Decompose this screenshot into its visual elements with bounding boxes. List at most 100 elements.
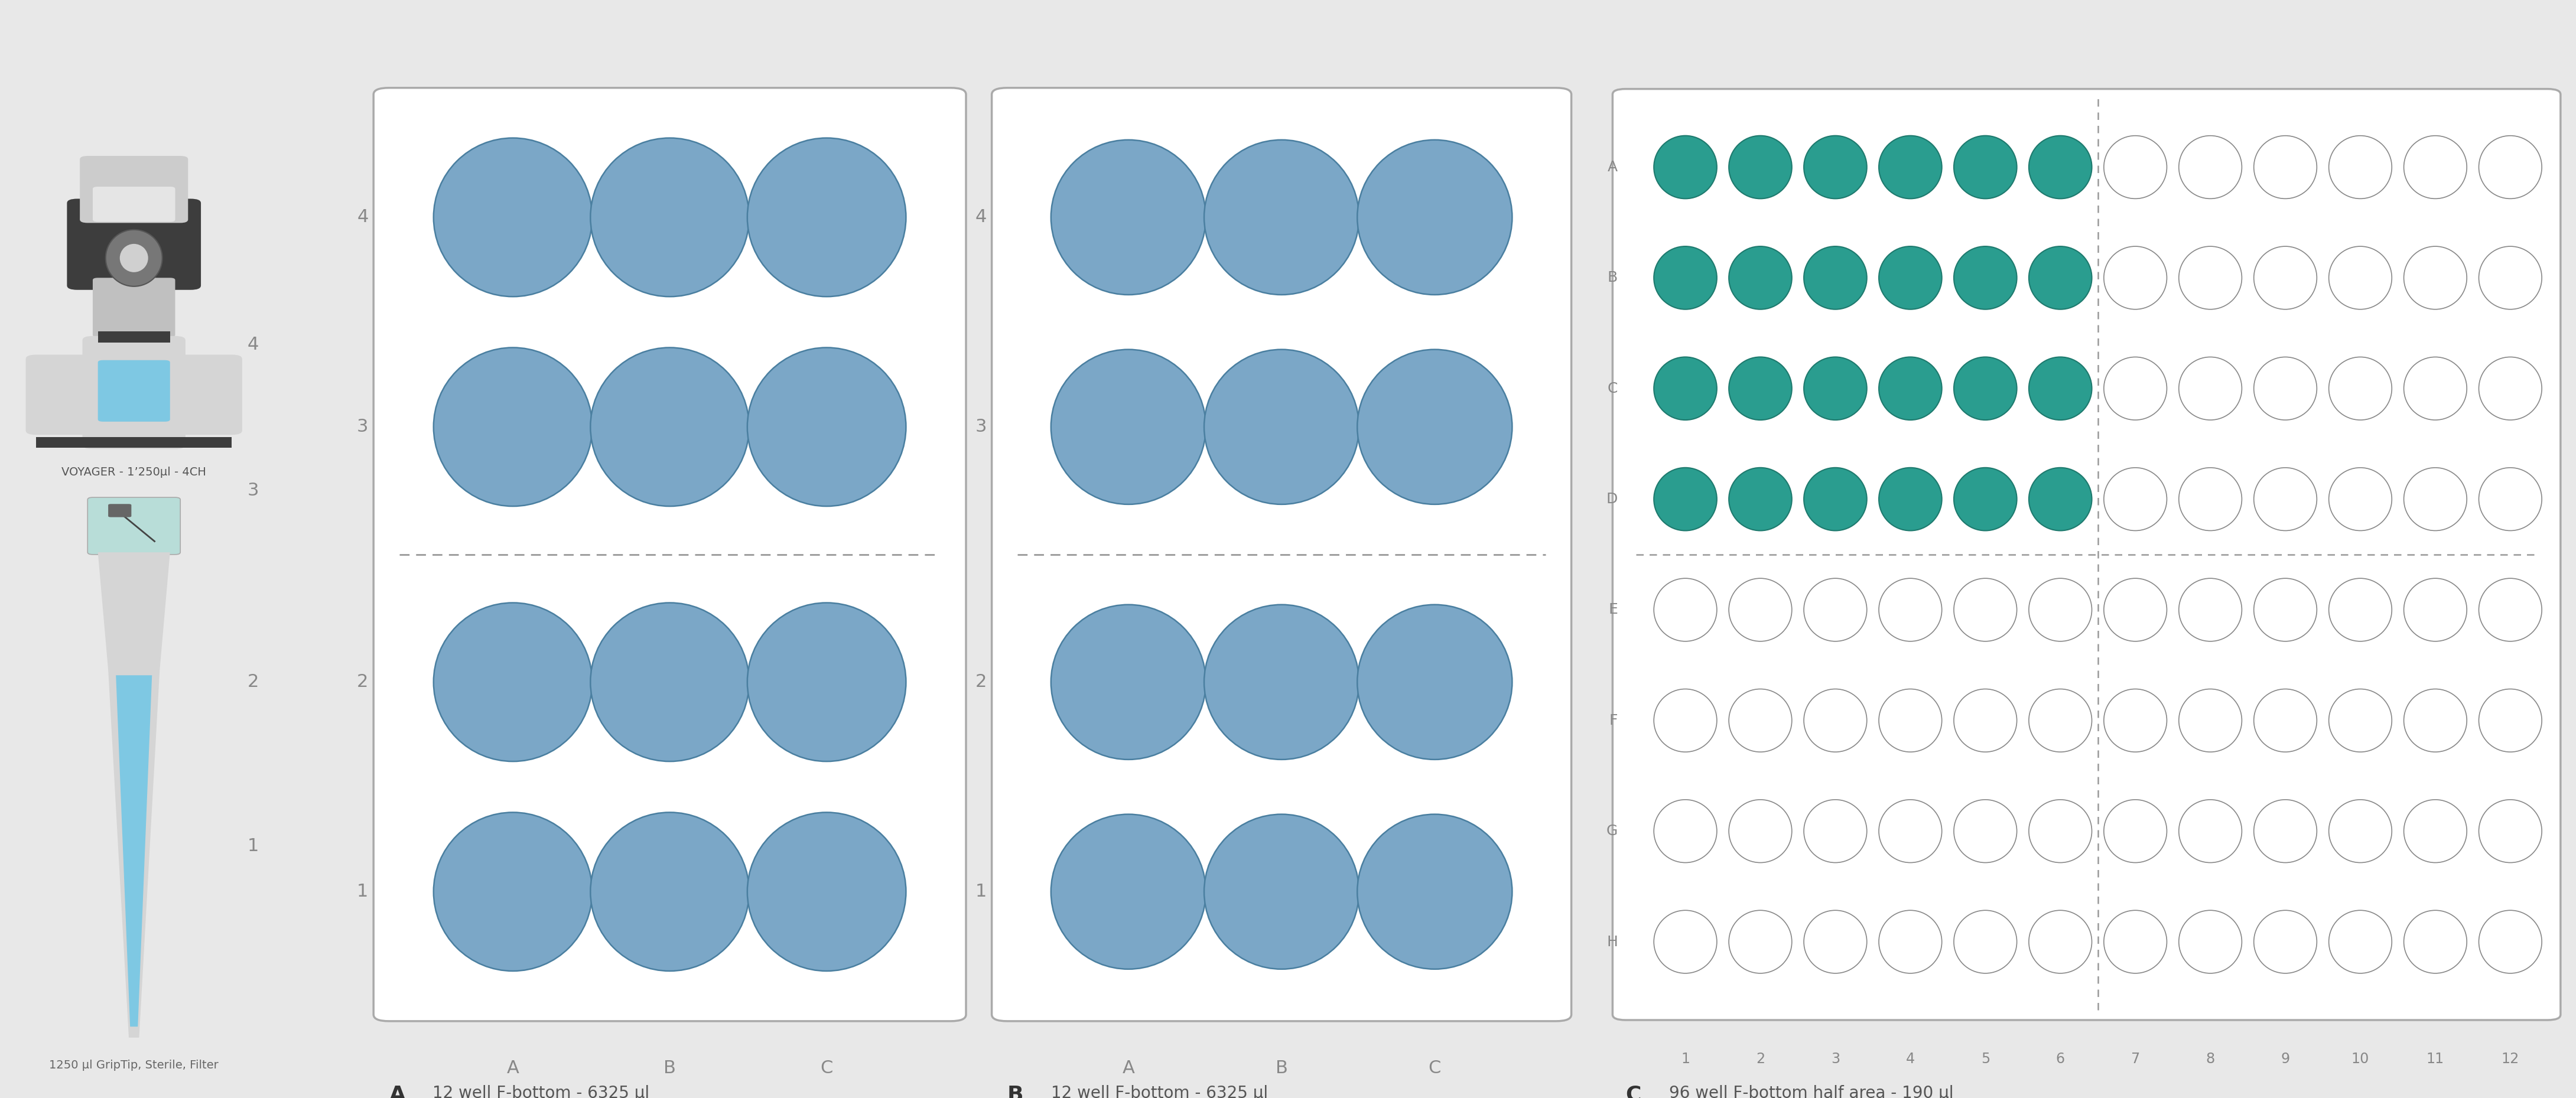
- Text: 12 well F-bottom - 6325 μl: 12 well F-bottom - 6325 μl: [433, 1085, 649, 1098]
- Ellipse shape: [433, 603, 592, 761]
- Text: 4: 4: [358, 209, 368, 226]
- Text: C: C: [1427, 1060, 1440, 1077]
- Text: 2: 2: [976, 673, 987, 691]
- Ellipse shape: [2030, 910, 2092, 973]
- Text: 3: 3: [1832, 1052, 1839, 1066]
- Ellipse shape: [2254, 468, 2316, 530]
- Text: C: C: [1607, 381, 1618, 395]
- Ellipse shape: [590, 138, 750, 296]
- Ellipse shape: [1728, 246, 1793, 310]
- Text: 1: 1: [247, 838, 258, 854]
- Ellipse shape: [2030, 690, 2092, 752]
- Ellipse shape: [121, 244, 149, 272]
- Ellipse shape: [1803, 799, 1868, 863]
- Text: 4: 4: [976, 209, 987, 226]
- Ellipse shape: [2030, 468, 2092, 530]
- Bar: [98, 332, 170, 343]
- Text: E: E: [1607, 603, 1618, 617]
- Ellipse shape: [2403, 136, 2468, 199]
- Text: 2: 2: [358, 673, 368, 691]
- Ellipse shape: [747, 813, 907, 971]
- Text: 3: 3: [976, 418, 987, 436]
- Text: B: B: [1007, 1085, 1023, 1098]
- Ellipse shape: [2478, 799, 2543, 863]
- Ellipse shape: [1803, 357, 1868, 419]
- Text: 6: 6: [2056, 1052, 2066, 1066]
- Ellipse shape: [1728, 357, 1793, 419]
- Ellipse shape: [2403, 799, 2468, 863]
- Ellipse shape: [2105, 579, 2166, 641]
- Ellipse shape: [1803, 690, 1868, 752]
- FancyBboxPatch shape: [67, 199, 201, 290]
- Ellipse shape: [433, 138, 592, 296]
- Ellipse shape: [2030, 579, 2092, 641]
- FancyBboxPatch shape: [108, 504, 131, 517]
- Text: H: H: [1607, 934, 1618, 949]
- Ellipse shape: [1728, 468, 1793, 530]
- Text: VOYAGER - 1’250μl - 4CH: VOYAGER - 1’250μl - 4CH: [62, 467, 206, 478]
- Ellipse shape: [1803, 468, 1868, 530]
- Ellipse shape: [1878, 246, 1942, 310]
- Text: G: G: [1607, 825, 1618, 838]
- Ellipse shape: [2403, 468, 2468, 530]
- Ellipse shape: [1358, 815, 1512, 970]
- Ellipse shape: [1358, 349, 1512, 504]
- Ellipse shape: [433, 348, 592, 506]
- Ellipse shape: [1358, 605, 1512, 760]
- Ellipse shape: [1878, 579, 1942, 641]
- Text: C: C: [819, 1060, 832, 1077]
- Text: 2: 2: [247, 673, 258, 691]
- Ellipse shape: [1654, 136, 1716, 199]
- Ellipse shape: [2254, 136, 2316, 199]
- Text: C: C: [1625, 1085, 1641, 1098]
- Ellipse shape: [1878, 468, 1942, 530]
- Ellipse shape: [1803, 579, 1868, 641]
- Ellipse shape: [2105, 136, 2166, 199]
- Text: 1250 μl GripTip, Sterile, Filter: 1250 μl GripTip, Sterile, Filter: [49, 1060, 219, 1071]
- Text: D: D: [1607, 492, 1618, 506]
- Ellipse shape: [2179, 799, 2241, 863]
- Ellipse shape: [1953, 468, 2017, 530]
- Ellipse shape: [1953, 579, 2017, 641]
- Text: 12 well F-bottom - 6325 μl: 12 well F-bottom - 6325 μl: [1051, 1085, 1267, 1098]
- Ellipse shape: [1051, 605, 1206, 760]
- Polygon shape: [108, 670, 160, 1038]
- Ellipse shape: [2030, 246, 2092, 310]
- Text: A: A: [389, 1085, 404, 1098]
- Polygon shape: [98, 552, 170, 670]
- Ellipse shape: [1728, 910, 1793, 973]
- Ellipse shape: [2478, 579, 2543, 641]
- Ellipse shape: [1654, 357, 1716, 419]
- Ellipse shape: [2403, 579, 2468, 641]
- Text: 11: 11: [2427, 1052, 2445, 1066]
- Ellipse shape: [1803, 910, 1868, 973]
- Ellipse shape: [1654, 246, 1716, 310]
- Ellipse shape: [1654, 690, 1716, 752]
- Ellipse shape: [2329, 579, 2393, 641]
- Ellipse shape: [2179, 136, 2241, 199]
- FancyBboxPatch shape: [88, 497, 180, 554]
- Ellipse shape: [1953, 246, 2017, 310]
- Ellipse shape: [590, 813, 750, 971]
- Text: 12: 12: [2501, 1052, 2519, 1066]
- Ellipse shape: [2478, 136, 2543, 199]
- Text: 96 well F-bottom half area - 190 μl: 96 well F-bottom half area - 190 μl: [1669, 1085, 1953, 1098]
- Text: 3: 3: [247, 482, 258, 500]
- Ellipse shape: [1654, 799, 1716, 863]
- Ellipse shape: [1203, 605, 1360, 760]
- Ellipse shape: [1803, 246, 1868, 310]
- Ellipse shape: [2179, 468, 2241, 530]
- Text: 7: 7: [2130, 1052, 2141, 1066]
- Ellipse shape: [2478, 246, 2543, 310]
- FancyBboxPatch shape: [98, 360, 170, 422]
- Text: B: B: [1607, 271, 1618, 284]
- Ellipse shape: [2329, 690, 2393, 752]
- Ellipse shape: [1728, 136, 1793, 199]
- Ellipse shape: [1803, 136, 1868, 199]
- Ellipse shape: [2105, 799, 2166, 863]
- Ellipse shape: [1203, 349, 1360, 504]
- Ellipse shape: [2254, 690, 2316, 752]
- Ellipse shape: [2329, 136, 2393, 199]
- Text: F: F: [1610, 714, 1618, 728]
- Text: 2: 2: [1757, 1052, 1765, 1066]
